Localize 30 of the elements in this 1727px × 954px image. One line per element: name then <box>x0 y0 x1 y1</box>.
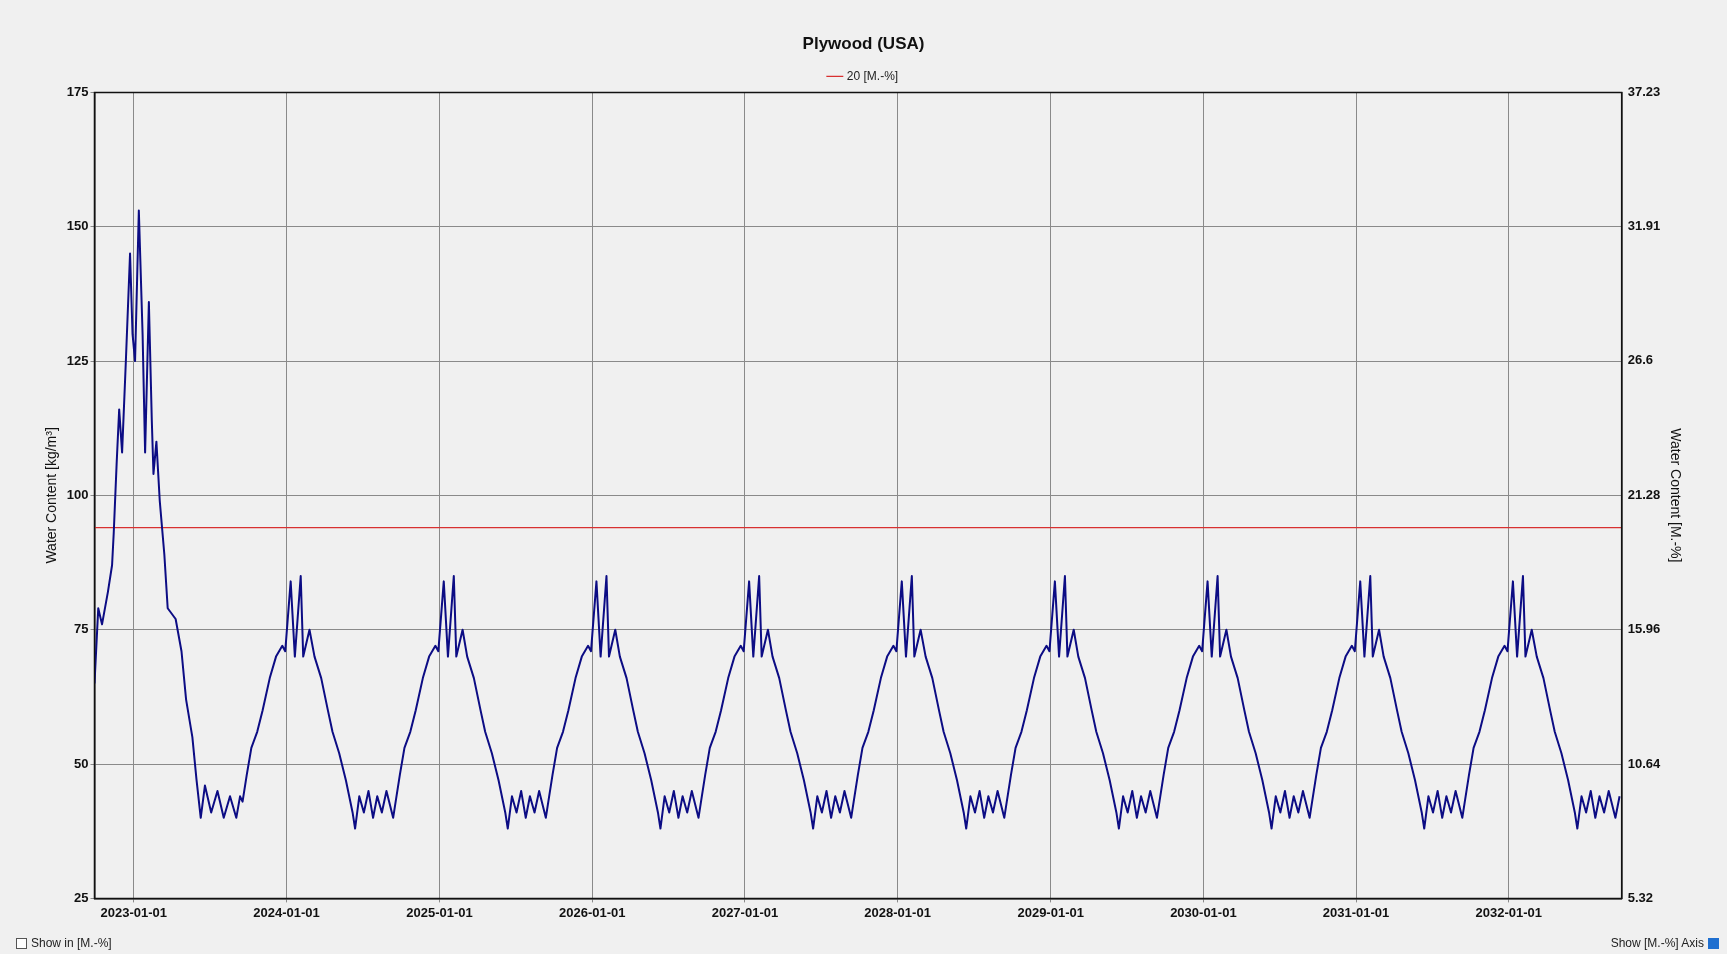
text: Show in [M.-%] <box>31 936 112 950</box>
y-tick-label: 150 <box>66 218 89 234</box>
x-tick-label: 2026-01-01 <box>559 904 626 920</box>
x-tick-label: 2029-01-01 <box>1017 904 1084 920</box>
x-tick-label: 2030-01-01 <box>1170 904 1237 920</box>
y-tick-label: 100 <box>66 486 89 502</box>
chart-title: Plywood (USA) <box>802 33 925 53</box>
x-tick-label: 2032-01-01 <box>1475 904 1542 920</box>
x-tick-label: 2023-01-01 <box>100 904 168 920</box>
x-tick-label: 2025-01-01 <box>406 904 473 920</box>
legend-label: 20 [M.-%] <box>846 68 899 83</box>
x-tick-label: 2027-01-01 <box>711 904 779 920</box>
y-axis-title: Water Content [kg/m³] <box>43 427 60 564</box>
y2-tick-label: 37.23 <box>1627 83 1661 99</box>
y-tick-label: 25 <box>74 889 89 905</box>
x-tick-label: 2028-01-01 <box>864 904 931 920</box>
y2-tick-label: 26.6 <box>1627 352 1653 368</box>
y2-tick-label: 31.91 <box>1627 218 1661 234</box>
y2-tick-label: 10.64 <box>1627 755 1661 771</box>
y2-tick-label: 21.28 <box>1627 486 1661 502</box>
x-tick-label: 2031-01-01 <box>1322 904 1390 920</box>
text: Show [M.-%] Axis <box>1610 936 1704 950</box>
y2-tick-label: 15.96 <box>1627 621 1661 637</box>
y-tick-label: 125 <box>66 352 89 368</box>
x-tick-label: 2024-01-01 <box>253 904 320 920</box>
y2-axis-title: Water Content [M.-%] <box>1667 428 1684 563</box>
y-tick-label: 50 <box>74 755 89 771</box>
y-tick-label: 75 <box>74 621 89 637</box>
y2-tick-label: 5.32 <box>1627 889 1653 905</box>
y-tick-label: 175 <box>66 83 89 99</box>
